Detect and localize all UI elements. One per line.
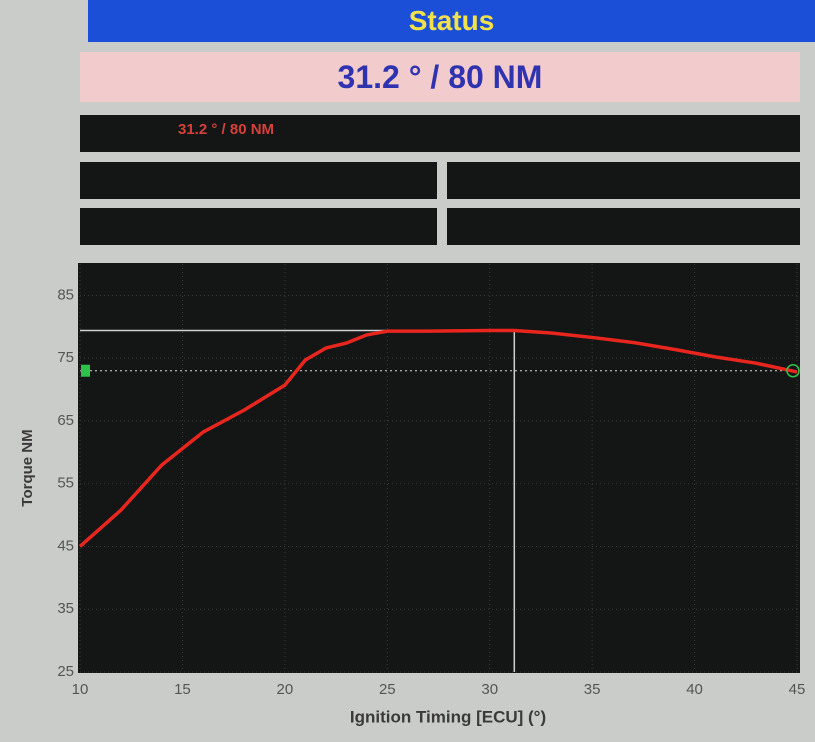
empty-cell xyxy=(447,162,800,199)
empty-cell xyxy=(80,162,437,199)
x-tick-label: 35 xyxy=(584,681,601,698)
x-tick-label: 25 xyxy=(379,681,396,698)
empty-cell xyxy=(447,115,800,152)
x-tick-label: 15 xyxy=(174,681,191,698)
x-tick-label: 40 xyxy=(686,681,703,698)
y-tick-label: 45 xyxy=(57,537,74,554)
empty-cell xyxy=(80,208,437,245)
x-tick-label: 10 xyxy=(72,681,89,698)
empty-cell xyxy=(447,208,800,245)
x-tick-label: 30 xyxy=(481,681,498,698)
reference-marker xyxy=(81,364,90,377)
end-marker xyxy=(786,363,800,378)
y-axis-label: Torque NM xyxy=(19,429,36,506)
header-bar: Status xyxy=(88,0,815,42)
y-tick-label: 75 xyxy=(57,349,74,366)
y-tick-label: 65 xyxy=(57,412,74,429)
plot-area xyxy=(78,263,800,673)
y-tick-label: 85 xyxy=(57,286,74,303)
y-tick-label: 25 xyxy=(57,663,74,680)
x-tick-label: 45 xyxy=(789,681,806,698)
status-value: 31.2 ° / 80 NM xyxy=(80,52,800,102)
y-tick-label: 55 xyxy=(57,475,74,492)
torque-line xyxy=(78,328,798,548)
x-tick-label: 20 xyxy=(277,681,294,698)
y-tick-label: 35 xyxy=(57,600,74,617)
x-axis-label: Ignition Timing [ECU] (°) xyxy=(350,707,546,726)
